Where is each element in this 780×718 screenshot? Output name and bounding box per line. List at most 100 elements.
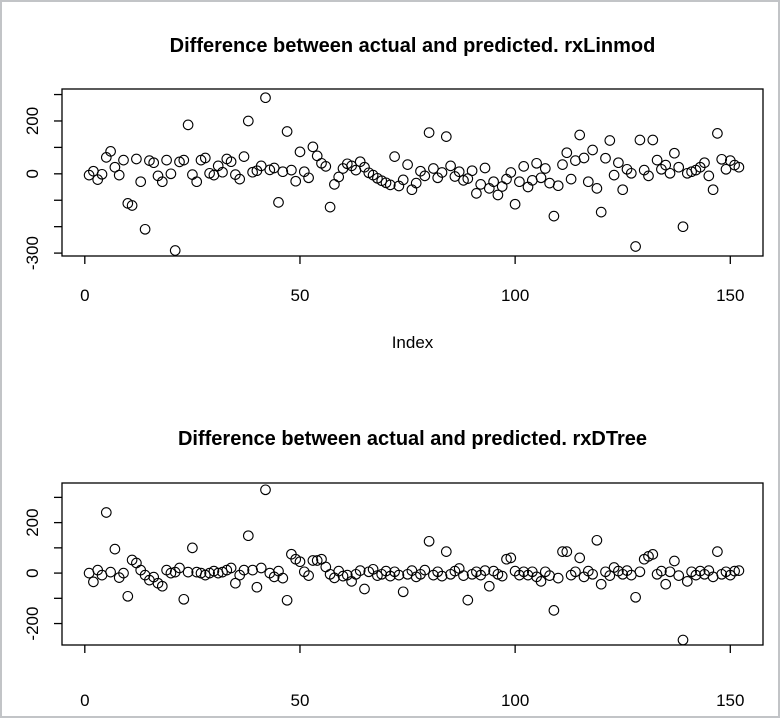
scatter-point <box>217 166 228 178</box>
scatter-point <box>574 552 586 564</box>
scatter-point <box>582 176 594 188</box>
scatter-point <box>630 591 641 603</box>
scatter-point <box>320 161 332 172</box>
scatter-point <box>720 163 732 175</box>
scatter-point <box>501 173 512 185</box>
scatter-point <box>238 564 250 576</box>
scatter-point <box>595 578 607 590</box>
y-tick-label: 0 <box>23 568 42 577</box>
scatter-point <box>109 543 121 555</box>
scatter-point <box>307 141 319 153</box>
scatter-point <box>397 174 409 186</box>
scatter-point <box>647 134 659 146</box>
scatter-point <box>548 210 560 222</box>
scatter-point <box>505 552 517 564</box>
scatter-point <box>651 154 663 166</box>
scatter-point <box>548 605 560 616</box>
scatter-point <box>294 146 306 158</box>
scatter-point <box>436 167 448 178</box>
scatter-point <box>135 176 147 188</box>
y-tick-label: -300 <box>23 236 42 270</box>
scatter-point <box>354 565 366 576</box>
scatter-point <box>664 566 676 578</box>
scatter-point <box>234 173 246 185</box>
scatter-point <box>505 167 517 178</box>
x-tick-label: 150 <box>716 691 744 710</box>
scatter-point <box>479 565 491 576</box>
scatter-point <box>260 484 271 496</box>
scatter-point <box>522 181 534 193</box>
scatter-point <box>483 183 495 194</box>
scatter-point <box>303 570 314 581</box>
scatter-point <box>595 206 607 218</box>
scatter-point <box>419 170 431 182</box>
scatter-point <box>307 555 319 566</box>
scatter-point <box>561 546 573 557</box>
plot-title: Difference between actual and predicted.… <box>178 428 647 450</box>
scatter-point <box>389 151 400 162</box>
scatter-point <box>320 561 332 573</box>
scatter-point <box>660 578 672 590</box>
scatter-point <box>716 153 728 165</box>
scatter-point <box>419 564 431 576</box>
x-tick-label: 50 <box>291 691 310 710</box>
scatter-point <box>247 166 258 178</box>
scatter-point <box>384 179 396 191</box>
scatter-point <box>479 162 491 174</box>
scatter-point <box>100 507 112 518</box>
scatter-point <box>608 169 620 181</box>
scatter-point <box>440 546 452 557</box>
scatter-point <box>557 546 568 557</box>
scatter-point <box>105 566 116 578</box>
scatter-point <box>535 172 547 184</box>
scatter-point <box>199 152 211 164</box>
plot-rxlinmod: Difference between actual and predicted.… <box>23 35 764 352</box>
scatter-point <box>393 569 405 581</box>
scatter-point <box>294 556 306 568</box>
scatter-point <box>613 157 624 169</box>
scatter-point <box>707 184 719 196</box>
scatter-point <box>462 594 474 606</box>
scatter-point <box>630 241 641 252</box>
scatter-point <box>703 170 715 182</box>
scatter-point <box>518 161 530 172</box>
scatter-point <box>445 160 456 172</box>
x-tick-label: 100 <box>501 286 529 305</box>
scatter-point <box>290 175 302 187</box>
scatter-point <box>118 567 129 579</box>
scatter-point <box>423 535 435 547</box>
scatter-point <box>191 176 203 188</box>
scatter-point <box>656 565 667 577</box>
scatter-point <box>428 163 439 174</box>
scatter-point <box>712 546 723 557</box>
scatter-point <box>617 184 629 196</box>
scatter-point <box>574 129 586 141</box>
x-axis-label: Index <box>392 333 434 352</box>
scatter-point <box>664 167 676 179</box>
plot-rxdtree: Difference between actual and predicted.… <box>23 428 764 710</box>
scatter-point <box>647 549 659 560</box>
scatter-point <box>333 171 345 183</box>
scatter-point <box>126 200 138 211</box>
scatter-point <box>699 157 710 169</box>
scatter-point <box>660 159 672 171</box>
scatter-point <box>260 92 271 104</box>
scatter-point <box>281 126 293 137</box>
x-tick-label: 0 <box>80 286 89 305</box>
plot-title: Difference between actual and predicted.… <box>170 35 656 57</box>
scatter-point <box>423 127 435 138</box>
scatter-point <box>634 134 646 146</box>
scatter-point <box>372 570 383 581</box>
scatter-point <box>526 175 538 186</box>
scatter-point <box>600 152 611 164</box>
scatter-point <box>514 176 525 188</box>
scatter-point <box>539 163 551 174</box>
scatter-point <box>182 119 194 131</box>
scatter-point <box>458 570 469 581</box>
scatter-point <box>225 562 237 574</box>
y-tick-label: 200 <box>23 107 42 135</box>
scatter-point <box>397 586 409 598</box>
scatter-point <box>156 580 168 592</box>
scatter-point <box>552 180 564 192</box>
scatter-point <box>251 581 263 593</box>
